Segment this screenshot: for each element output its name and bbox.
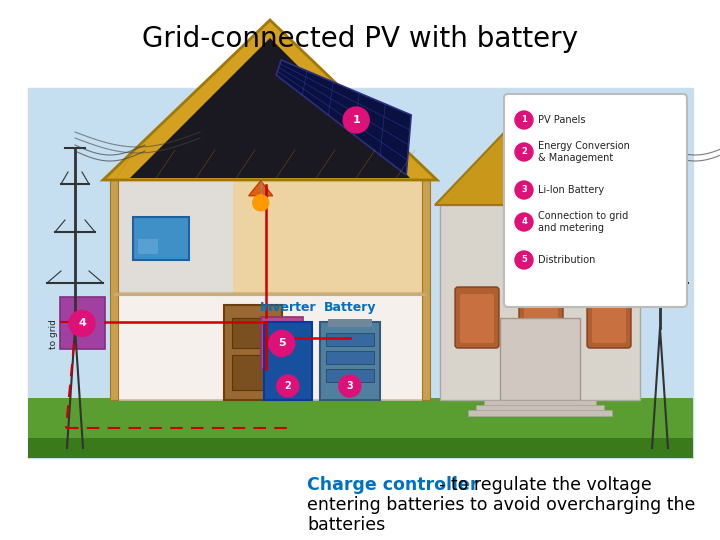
Circle shape	[253, 195, 269, 211]
FancyBboxPatch shape	[440, 205, 640, 400]
Text: 3: 3	[521, 186, 527, 194]
Circle shape	[515, 251, 533, 269]
FancyBboxPatch shape	[460, 294, 494, 343]
Text: 5: 5	[278, 339, 286, 348]
FancyBboxPatch shape	[138, 239, 158, 254]
Circle shape	[276, 375, 299, 397]
Text: PV Panels: PV Panels	[538, 115, 585, 125]
Circle shape	[515, 181, 533, 199]
Text: 1: 1	[521, 116, 527, 125]
FancyBboxPatch shape	[587, 287, 631, 348]
Circle shape	[515, 111, 533, 129]
FancyBboxPatch shape	[223, 305, 282, 400]
Text: Energy Conversion
& Management: Energy Conversion & Management	[538, 141, 630, 163]
Text: Battery: Battery	[323, 301, 376, 314]
FancyBboxPatch shape	[328, 319, 372, 327]
FancyBboxPatch shape	[564, 95, 582, 135]
FancyBboxPatch shape	[60, 298, 105, 349]
FancyBboxPatch shape	[519, 287, 563, 348]
FancyBboxPatch shape	[320, 322, 380, 400]
FancyBboxPatch shape	[500, 318, 580, 400]
FancyBboxPatch shape	[132, 217, 189, 260]
Circle shape	[69, 310, 95, 336]
Circle shape	[343, 107, 369, 133]
FancyBboxPatch shape	[28, 88, 693, 458]
FancyBboxPatch shape	[476, 405, 604, 411]
Text: - to regulate the voltage: - to regulate the voltage	[439, 476, 652, 494]
Text: 3: 3	[346, 381, 354, 391]
Polygon shape	[103, 20, 437, 180]
FancyBboxPatch shape	[325, 351, 374, 364]
Text: Distribution: Distribution	[538, 255, 595, 265]
Text: Inverter: Inverter	[259, 301, 316, 314]
FancyBboxPatch shape	[115, 180, 233, 294]
FancyBboxPatch shape	[28, 398, 693, 458]
FancyBboxPatch shape	[325, 333, 374, 346]
FancyBboxPatch shape	[110, 175, 118, 400]
Text: 5: 5	[521, 255, 527, 265]
Polygon shape	[276, 60, 411, 175]
FancyBboxPatch shape	[504, 94, 687, 307]
FancyBboxPatch shape	[468, 410, 612, 416]
Text: batteries: batteries	[307, 516, 385, 534]
FancyBboxPatch shape	[592, 294, 626, 343]
FancyBboxPatch shape	[232, 355, 274, 390]
FancyBboxPatch shape	[524, 294, 558, 343]
Text: Li-Ion Battery: Li-Ion Battery	[538, 185, 604, 195]
FancyBboxPatch shape	[325, 369, 374, 382]
FancyBboxPatch shape	[264, 322, 312, 400]
FancyBboxPatch shape	[455, 287, 499, 348]
FancyBboxPatch shape	[232, 318, 274, 348]
Polygon shape	[248, 181, 273, 196]
FancyBboxPatch shape	[28, 438, 693, 458]
Text: 1: 1	[352, 115, 360, 125]
Text: Grid-connected PV with battery: Grid-connected PV with battery	[142, 25, 578, 53]
Text: 4: 4	[521, 218, 527, 226]
FancyBboxPatch shape	[115, 180, 425, 400]
Circle shape	[339, 375, 361, 397]
FancyBboxPatch shape	[484, 400, 596, 406]
Text: 4: 4	[78, 319, 86, 328]
FancyBboxPatch shape	[233, 180, 425, 294]
Circle shape	[515, 143, 533, 161]
FancyBboxPatch shape	[422, 175, 430, 400]
Circle shape	[269, 330, 294, 356]
Polygon shape	[435, 95, 645, 205]
Text: Connection to grid
and metering: Connection to grid and metering	[538, 211, 629, 233]
FancyBboxPatch shape	[261, 318, 302, 369]
Text: 2: 2	[284, 381, 291, 391]
Circle shape	[515, 213, 533, 231]
Text: 2: 2	[521, 147, 527, 157]
Text: to grid: to grid	[50, 320, 58, 349]
Text: entering batteries to avoid overcharging the: entering batteries to avoid overcharging…	[307, 496, 696, 514]
Text: Charge controller: Charge controller	[307, 476, 479, 494]
Polygon shape	[130, 38, 410, 178]
